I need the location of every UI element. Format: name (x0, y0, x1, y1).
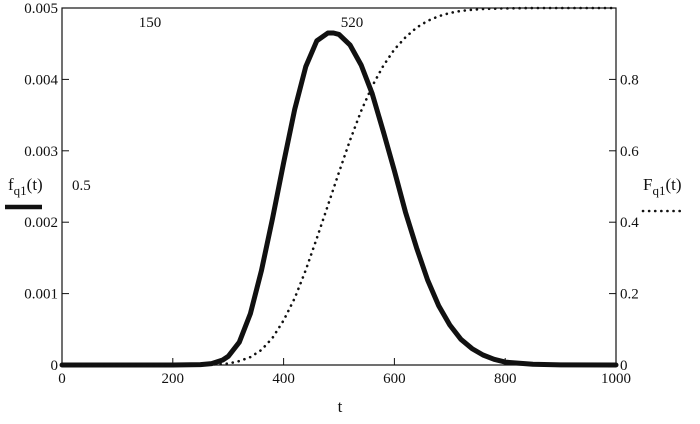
y-right-tick-label: 0.4 (620, 215, 639, 231)
x-axis-title: t (338, 397, 343, 416)
x-tick-label: 800 (494, 371, 517, 387)
annotation-left-mid: 0.5 (72, 178, 91, 194)
y-axis-right: 0 0.2 0.4 0.6 0.8 (609, 72, 639, 374)
left-axis-title-arg: (t) (27, 175, 43, 194)
left-axis-title-sub: q1 (14, 183, 27, 198)
svg-text:fq1(t): fq1(t) (8, 175, 43, 198)
y-right-tick-label: 0.6 (620, 144, 639, 160)
y-left-tick-label: 0 (51, 358, 59, 374)
x-tick-label: 200 (162, 371, 185, 387)
x-tick-label: 600 (383, 371, 406, 387)
y-left-tick-label: 0.005 (24, 1, 58, 17)
right-axis-title-sub: q1 (652, 183, 665, 198)
x-tick-label: 0 (58, 371, 66, 387)
series-layer (62, 8, 616, 365)
y-left-tick-label: 0.004 (24, 72, 58, 88)
right-axis-title: Fq1(t) (643, 175, 682, 211)
left-axis-title: fq1(t) (5, 175, 43, 207)
svg-text:Fq1(t): Fq1(t) (643, 175, 682, 198)
right-axis-title-arg: (t) (665, 175, 681, 194)
y-right-tick-label: 0.8 (620, 72, 639, 88)
series-line-pdf (62, 33, 616, 365)
y-left-tick-label: 0.002 (24, 215, 58, 231)
y-left-tick-label: 0.001 (24, 287, 58, 303)
right-axis-title-main: F (643, 175, 652, 194)
series-line-cdf (62, 8, 616, 365)
y-right-tick-label: 0.2 (620, 287, 639, 303)
annotation-top-mid: 520 (341, 15, 364, 31)
y-right-tick-label: 0 (620, 358, 628, 374)
x-tick-label: 400 (272, 371, 295, 387)
annotation-top-left: 150 (139, 15, 162, 31)
y-left-tick-label: 0.003 (24, 144, 58, 160)
plot-frame (62, 8, 616, 365)
